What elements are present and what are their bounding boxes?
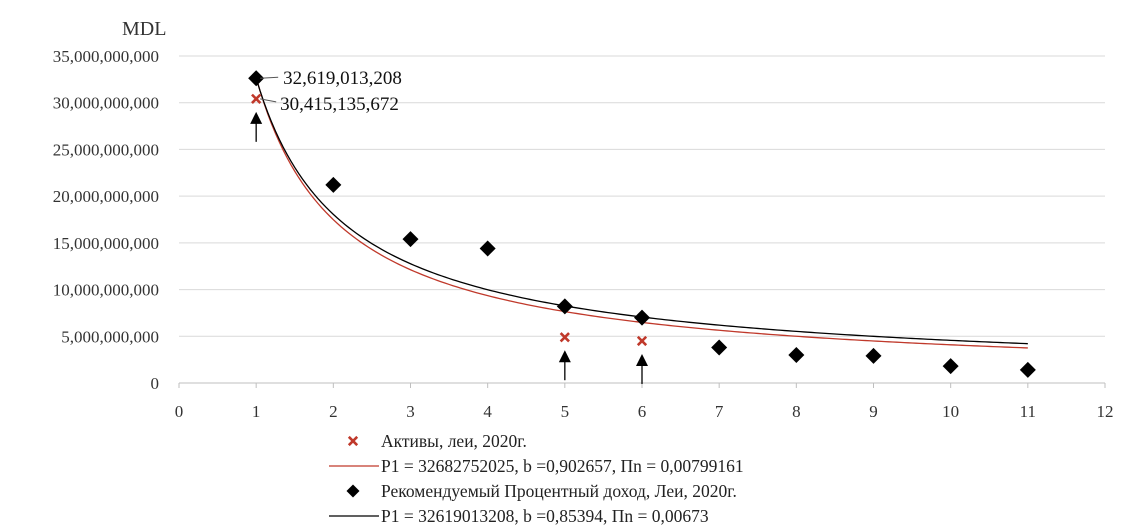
arrow-1-head bbox=[558, 350, 571, 363]
trendline-3 bbox=[255, 78, 1028, 345]
diamond-point bbox=[479, 240, 496, 257]
x-tick-label: 3 bbox=[406, 402, 415, 421]
x-tick-label: 0 bbox=[175, 402, 184, 421]
arrow-2-head bbox=[636, 353, 648, 366]
diamond-point bbox=[402, 231, 419, 248]
annotation-label: 32,619,013,208 bbox=[283, 68, 402, 89]
y-tick-label: 35,000,000,000 bbox=[53, 47, 159, 66]
trendline-1 bbox=[255, 77, 1028, 349]
x-tick-label: 4 bbox=[483, 402, 492, 421]
legend-label: Рекомендуемый Процентный доход, Леи, 202… bbox=[381, 481, 737, 501]
x-point bbox=[559, 332, 570, 343]
x-tick-label: 9 bbox=[869, 402, 878, 421]
diamond-point bbox=[788, 346, 805, 363]
diamond-point bbox=[865, 347, 882, 364]
trendlines bbox=[255, 77, 1028, 349]
diamond-point bbox=[942, 358, 959, 375]
y-tick-labels: 0 5,000,000,000 10,000,000,000 15,000,000,0… bbox=[53, 47, 159, 393]
arrows bbox=[250, 111, 648, 384]
y-unit-label: MDL bbox=[122, 18, 166, 40]
x-tick-label: 10 bbox=[942, 402, 959, 421]
data-points bbox=[248, 70, 1036, 378]
x-tick-labels: 0 1 2 3 4 5 6 7 8 9 10 11 12 bbox=[175, 402, 1114, 421]
y-tick-label: 25,000,000,000 bbox=[53, 140, 159, 159]
x-tick-label: 6 bbox=[638, 402, 647, 421]
diamond-point bbox=[325, 176, 342, 193]
diamond-point bbox=[634, 309, 650, 326]
annotation-leader bbox=[260, 76, 279, 79]
x-point bbox=[251, 93, 262, 104]
annotation-leader bbox=[260, 98, 277, 103]
x-tick-label: 12 bbox=[1097, 402, 1114, 421]
legend-label: P1 = 32619013208, b =0,85394, Пn = 0,006… bbox=[381, 506, 709, 526]
x-tick-label: 11 bbox=[1020, 402, 1036, 421]
legend-label: P1 = 32682752025, b =0,902657, Пn = 0,00… bbox=[381, 456, 744, 476]
y-tick-label: 0 bbox=[151, 374, 160, 393]
x-tick-label: 7 bbox=[715, 402, 724, 421]
x-tick-label: 1 bbox=[252, 402, 261, 421]
y-tick-label: 20,000,000,000 bbox=[53, 187, 159, 206]
gridlines bbox=[179, 55, 1105, 337]
x-tick-label: 2 bbox=[329, 402, 338, 421]
diamond-point bbox=[1019, 361, 1036, 378]
x-point bbox=[636, 335, 648, 347]
diamond-point bbox=[711, 339, 728, 356]
y-tick-label: 5,000,000,000 bbox=[61, 327, 159, 346]
y-tick-label: 10,000,000,000 bbox=[53, 281, 159, 300]
annotation-label: 30,415,135,672 bbox=[280, 94, 399, 115]
y-tick-label: 15,000,000,000 bbox=[53, 234, 159, 253]
legend-label: Активы, леи, 2020г. bbox=[381, 431, 527, 451]
legend-symbol-diamond bbox=[346, 484, 360, 498]
diamond-point bbox=[248, 70, 265, 87]
annotations: 32,619,013,208 30,415,135,672 bbox=[260, 68, 402, 115]
x-tick-label: 5 bbox=[561, 402, 570, 421]
arrow-0-head bbox=[250, 111, 263, 124]
diamond-point bbox=[556, 298, 573, 315]
legend: Активы, леи, 2020г. P1 = 32682752025, b =… bbox=[329, 431, 744, 526]
legend-symbol-x bbox=[347, 435, 359, 447]
y-tick-label: 30,000,000,000 bbox=[53, 94, 159, 113]
x-tick-label: 8 bbox=[792, 402, 801, 421]
